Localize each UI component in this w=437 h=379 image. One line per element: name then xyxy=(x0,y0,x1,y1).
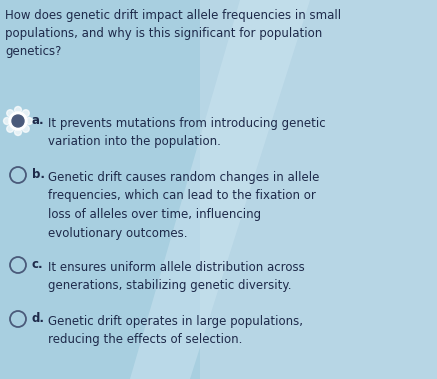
Circle shape xyxy=(25,117,32,124)
Circle shape xyxy=(3,117,10,124)
Circle shape xyxy=(14,128,21,136)
Text: It ensures uniform allele distribution across
generations, stabilizing genetic d: It ensures uniform allele distribution a… xyxy=(48,261,305,293)
Circle shape xyxy=(14,106,21,113)
Circle shape xyxy=(22,125,29,132)
Circle shape xyxy=(22,110,29,117)
Circle shape xyxy=(7,110,14,117)
Text: c.: c. xyxy=(32,258,44,271)
Text: Genetic drift causes random changes in allele
frequencies, which can lead to the: Genetic drift causes random changes in a… xyxy=(48,171,319,240)
Circle shape xyxy=(9,112,27,130)
Circle shape xyxy=(7,125,14,132)
Text: Genetic drift operates in large populations,
reducing the effects of selection.: Genetic drift operates in large populati… xyxy=(48,315,303,346)
Circle shape xyxy=(12,115,24,127)
Text: b.: b. xyxy=(32,169,45,182)
Text: How does genetic drift impact allele frequencies in small
populations, and why i: How does genetic drift impact allele fre… xyxy=(5,9,341,58)
Text: It prevents mutations from introducing genetic
variation into the population.: It prevents mutations from introducing g… xyxy=(48,117,326,149)
FancyBboxPatch shape xyxy=(200,0,437,379)
Polygon shape xyxy=(130,0,310,379)
Text: a.: a. xyxy=(32,114,45,127)
Text: d.: d. xyxy=(32,313,45,326)
